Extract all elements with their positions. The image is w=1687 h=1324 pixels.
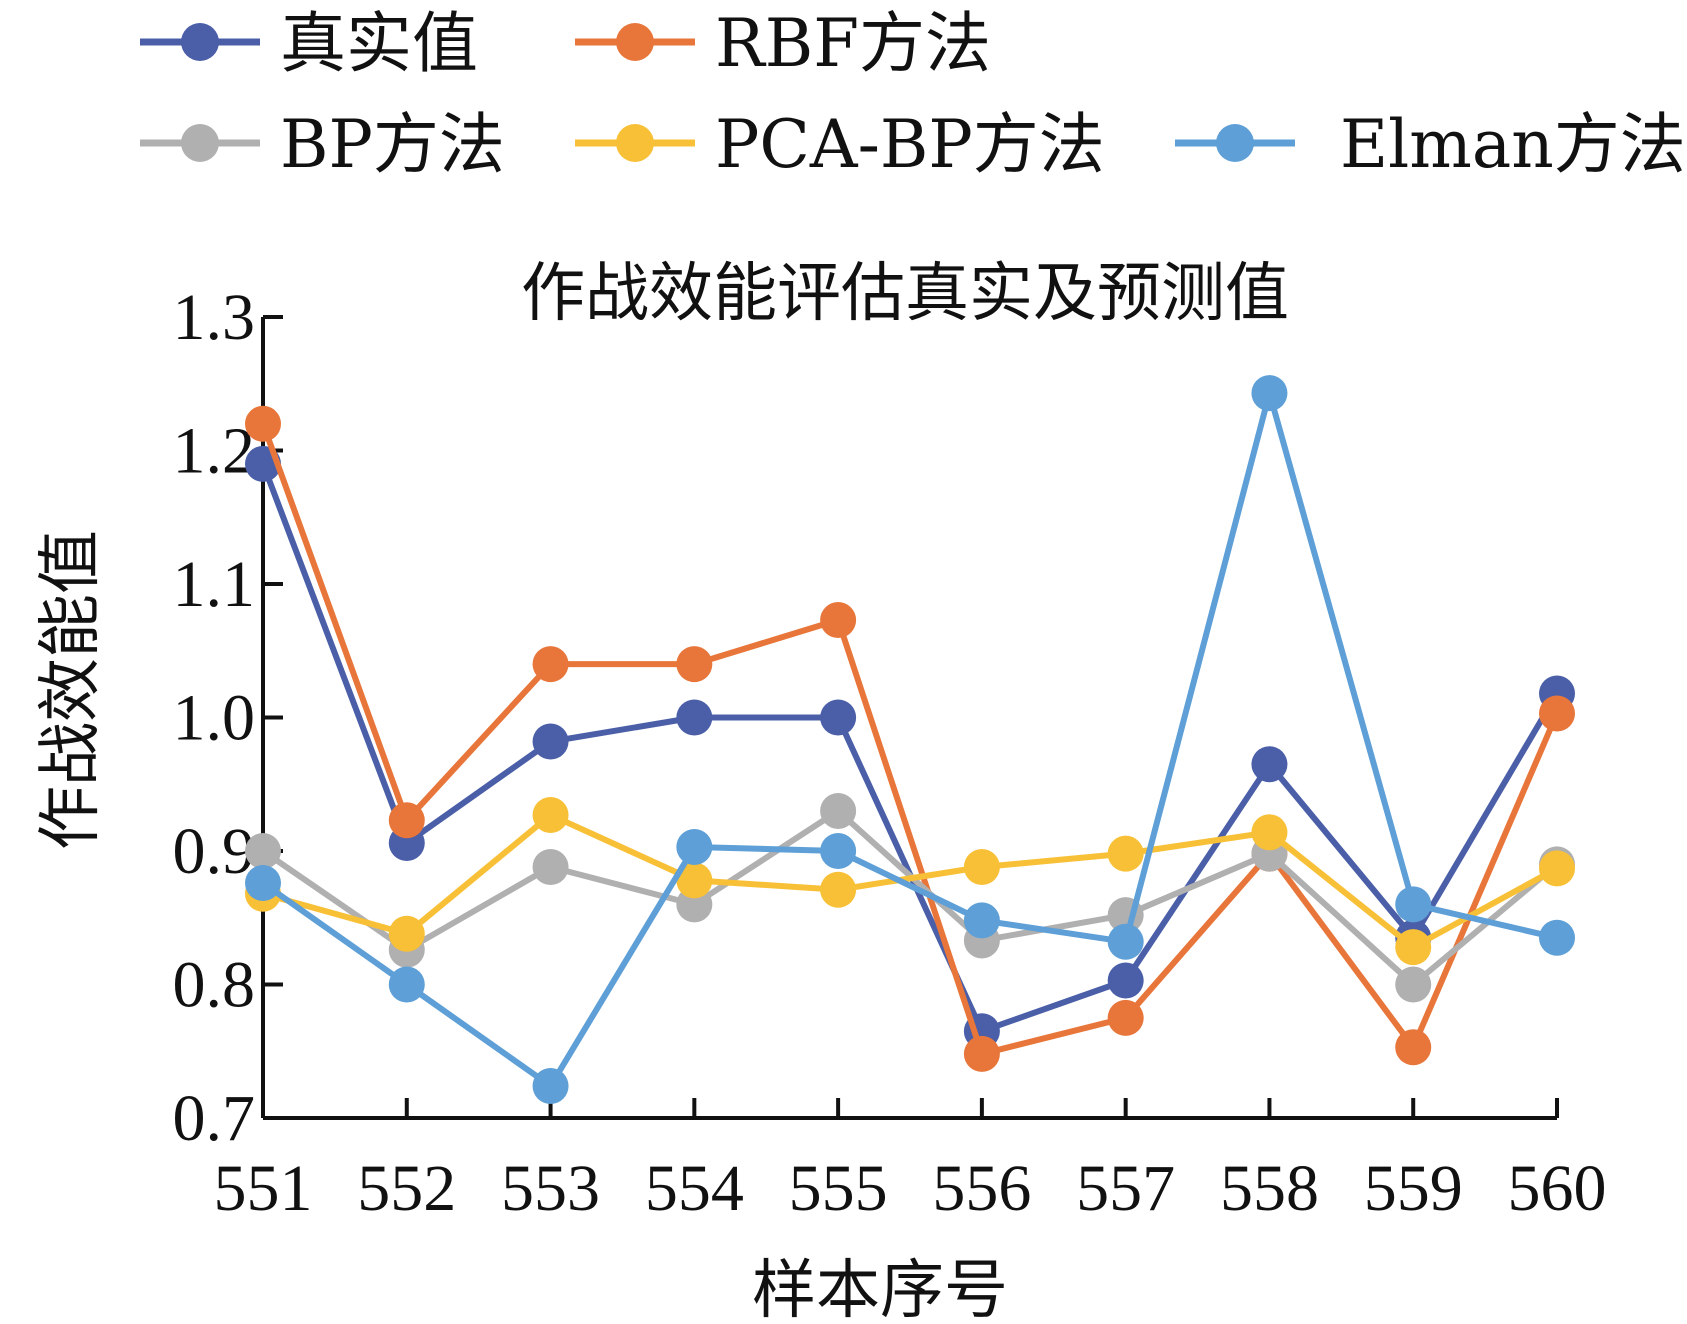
data-point — [676, 646, 713, 683]
data-point — [676, 828, 713, 865]
data-point — [963, 1035, 1000, 1072]
y-tick-label: 1.3 — [173, 281, 256, 354]
data-point — [245, 833, 281, 869]
series-4 — [245, 375, 1575, 1104]
y-axis-label: 作战效能值 — [34, 530, 108, 850]
legend-item: Elman方法 — [1175, 106, 1686, 183]
y-tick-label: 0.8 — [173, 949, 256, 1022]
data-point — [820, 792, 857, 829]
legend-label: Elman方法 — [1340, 106, 1686, 183]
data-point — [1107, 923, 1144, 960]
data-point — [532, 849, 569, 886]
data-point — [820, 833, 857, 869]
x-tick-label: 557 — [1076, 1152, 1175, 1225]
data-point — [532, 796, 569, 833]
data-point — [676, 699, 713, 736]
legend-swatch-marker — [181, 124, 219, 162]
data-point — [1539, 695, 1575, 732]
data-point — [388, 966, 425, 1003]
y-tick-label: 1.1 — [173, 548, 256, 621]
data-point — [676, 862, 713, 899]
series-3 — [245, 796, 1575, 966]
data-point — [1107, 962, 1144, 999]
data-point — [1107, 835, 1144, 872]
y-tick-label: 1.2 — [173, 415, 256, 488]
data-point — [1395, 966, 1432, 1003]
legend-swatch-marker — [181, 23, 219, 61]
axes: 0.7 0.8 0.9 1.0 1.1 1.2 1.3 551 552 553 554 555 556 5… — [173, 281, 1607, 1225]
data-point — [1107, 999, 1144, 1036]
x-tick-label: 560 — [1508, 1152, 1607, 1225]
data-point — [245, 405, 281, 442]
legend-item: PCA-BP方法 — [575, 106, 1105, 183]
data-point — [388, 915, 425, 952]
data-point — [1395, 886, 1432, 923]
series-line — [262, 811, 1559, 951]
data-point — [1539, 919, 1575, 956]
series-layer — [245, 375, 1575, 1104]
y-tick-label: 1.0 — [173, 682, 256, 755]
series-line — [260, 462, 1560, 1035]
data-point — [532, 1067, 569, 1104]
legend-label: 真实值 — [280, 5, 478, 82]
legend-swatch-marker — [616, 124, 654, 162]
legend-item: BP方法 — [140, 106, 505, 183]
x-tick-label: 553 — [501, 1152, 600, 1225]
data-point — [1251, 746, 1288, 783]
x-tick-label: 551 — [214, 1152, 313, 1225]
legend-label: BP方法 — [280, 106, 505, 183]
data-point — [820, 871, 857, 908]
series-2 — [245, 792, 1575, 1003]
x-tick-label: 559 — [1364, 1152, 1463, 1225]
data-point — [820, 699, 857, 736]
series-line — [260, 422, 1560, 1057]
series-line — [261, 390, 1558, 1089]
legend-item: RBF方法 — [575, 5, 991, 82]
x-tick-label: 554 — [645, 1152, 744, 1225]
legend: 真实值 RBF方法 BP方法 PCA-BP方法 Elman方法 — [140, 5, 1686, 183]
data-point — [1251, 814, 1288, 851]
data-point — [820, 602, 857, 639]
data-point — [1251, 375, 1288, 412]
series-0 — [245, 445, 1575, 1050]
data-point — [1395, 929, 1432, 966]
x-axis-label: 样本序号 — [752, 1254, 1008, 1324]
legend-label: PCA-BP方法 — [715, 106, 1105, 183]
data-point — [963, 902, 1000, 939]
x-tick-label: 556 — [932, 1152, 1031, 1225]
data-point — [532, 646, 569, 683]
legend-item: 真实值 — [140, 5, 478, 82]
x-tick-label: 552 — [357, 1152, 456, 1225]
y-tick-label: 0.7 — [173, 1082, 256, 1155]
data-point — [532, 723, 569, 760]
legend-label: RBF方法 — [715, 5, 991, 82]
x-tick-label: 558 — [1220, 1152, 1319, 1225]
legend-swatch-marker — [616, 23, 654, 61]
data-point — [245, 865, 281, 902]
data-point — [963, 849, 1000, 886]
series-1 — [245, 405, 1575, 1072]
data-point — [1395, 1029, 1432, 1066]
legend-swatch-marker — [1216, 124, 1254, 162]
x-tick-label: 555 — [789, 1152, 888, 1225]
data-point — [1539, 850, 1575, 887]
chart-title: 作战效能评估真实及预测值 — [521, 257, 1289, 331]
y-tick-label: 0.9 — [173, 815, 256, 888]
data-point — [388, 802, 425, 839]
